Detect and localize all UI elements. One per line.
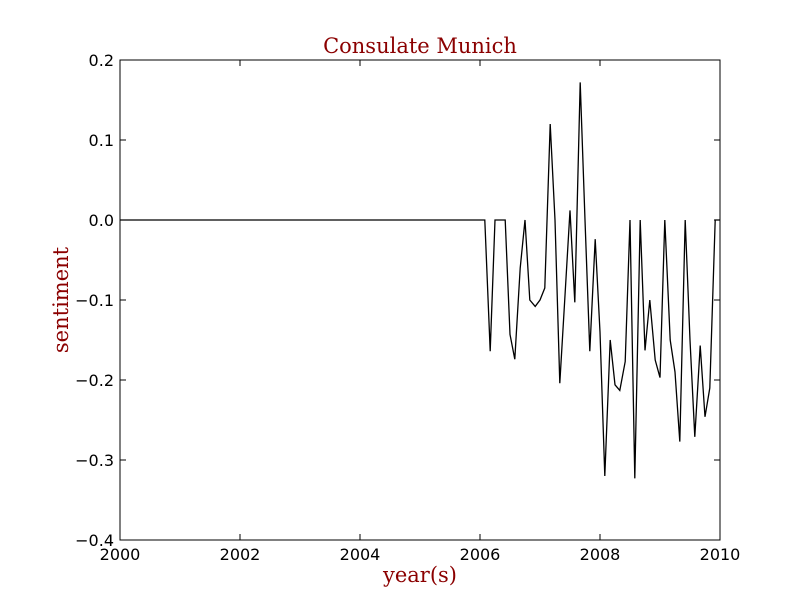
sentiment-series-line bbox=[120, 82, 720, 479]
x-tick-label: 2010 bbox=[700, 545, 741, 564]
x-tick-label: 2008 bbox=[580, 545, 621, 564]
y-tick-label: −0.2 bbox=[75, 371, 114, 390]
y-tick-label: 0.1 bbox=[89, 131, 114, 150]
plot-area bbox=[120, 82, 720, 479]
x-tick-label: 2004 bbox=[340, 545, 381, 564]
y-tick-label: −0.3 bbox=[75, 451, 114, 470]
x-tick-label: 2006 bbox=[460, 545, 501, 564]
x-tick-label: 2002 bbox=[220, 545, 261, 564]
y-axis-title: sentiment bbox=[49, 246, 73, 353]
chart-title: Consulate Munich bbox=[323, 34, 517, 58]
x-axis-title: year(s) bbox=[382, 563, 457, 587]
y-tick-label: 0.2 bbox=[89, 51, 114, 70]
y-tick-label: −0.1 bbox=[75, 291, 114, 310]
plot-frame bbox=[119, 59, 721, 541]
x-tick-label: 2000 bbox=[100, 545, 141, 564]
y-tick-label: −0.4 bbox=[75, 531, 114, 550]
y-tick-label: 0.0 bbox=[89, 211, 114, 230]
axis-ticks: 2000 2002 2004 2006 2008 2010 −0.4 −0.3 −0.2 −0.1… bbox=[75, 51, 740, 564]
